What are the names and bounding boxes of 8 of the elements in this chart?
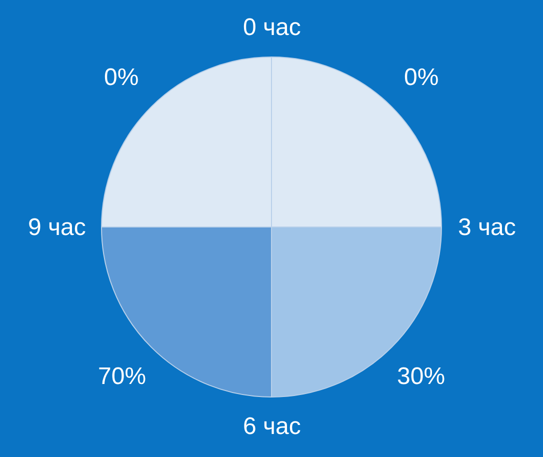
slice-label: 70% [98, 363, 146, 390]
text: 3 час [458, 214, 516, 241]
slice-label: 30% [397, 363, 446, 390]
slice-label: 0% [404, 64, 439, 91]
text: 0 час [243, 14, 301, 41]
text: 6 час [243, 413, 301, 440]
text: 9 час [28, 214, 86, 241]
slice-label: 0% [104, 64, 139, 91]
